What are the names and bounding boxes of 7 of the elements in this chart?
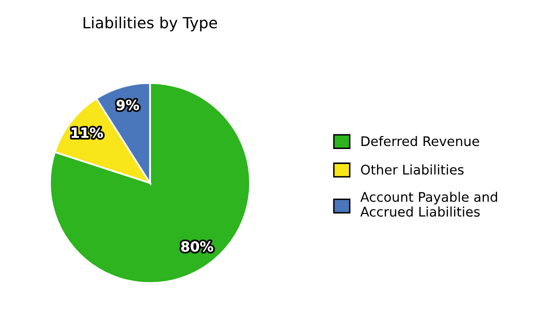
legend-label: Other Liabilities: [361, 164, 464, 175]
legend-label: Account Payable and Accrued Liabilities: [360, 192, 498, 217]
data-label: 80%: [181, 241, 214, 252]
chart-title: Liabilities by Type: [84, 16, 218, 32]
data-label: 11%: [72, 127, 103, 138]
legend-label: Deferred Revenue: [362, 136, 480, 146]
data-label: 9%: [116, 100, 140, 110]
